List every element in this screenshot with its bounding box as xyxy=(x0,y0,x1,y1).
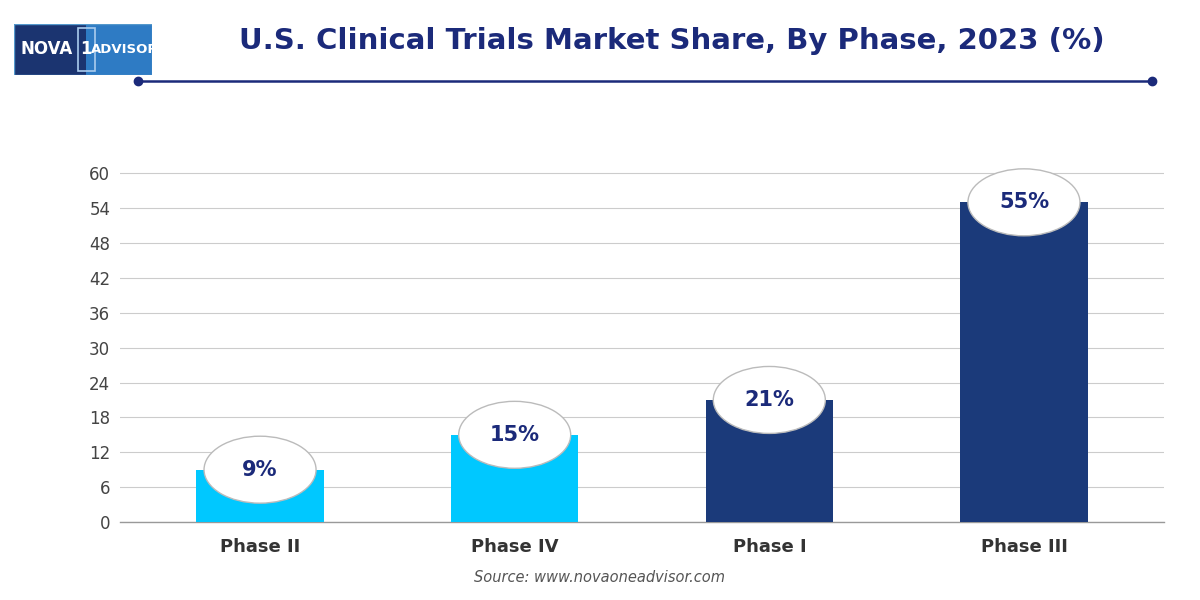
FancyBboxPatch shape xyxy=(14,24,86,75)
Text: 1: 1 xyxy=(80,40,92,58)
Bar xyxy=(960,202,1087,522)
Bar xyxy=(197,470,324,522)
Text: Source: www.novaoneadvisor.com: Source: www.novaoneadvisor.com xyxy=(474,570,726,585)
Bar xyxy=(706,400,833,522)
Text: ADVISOR: ADVISOR xyxy=(91,43,158,56)
Ellipse shape xyxy=(713,367,826,433)
Text: NOVA: NOVA xyxy=(20,40,72,58)
Text: U.S. Clinical Trials Market Share, By Phase, 2023 (%): U.S. Clinical Trials Market Share, By Ph… xyxy=(239,27,1105,55)
Text: 9%: 9% xyxy=(242,460,277,479)
Ellipse shape xyxy=(458,401,571,468)
Ellipse shape xyxy=(204,436,316,503)
Text: 55%: 55% xyxy=(998,193,1049,212)
Bar xyxy=(451,435,578,522)
FancyBboxPatch shape xyxy=(86,24,152,75)
Ellipse shape xyxy=(968,169,1080,236)
Text: 21%: 21% xyxy=(744,390,794,410)
Text: 15%: 15% xyxy=(490,425,540,445)
